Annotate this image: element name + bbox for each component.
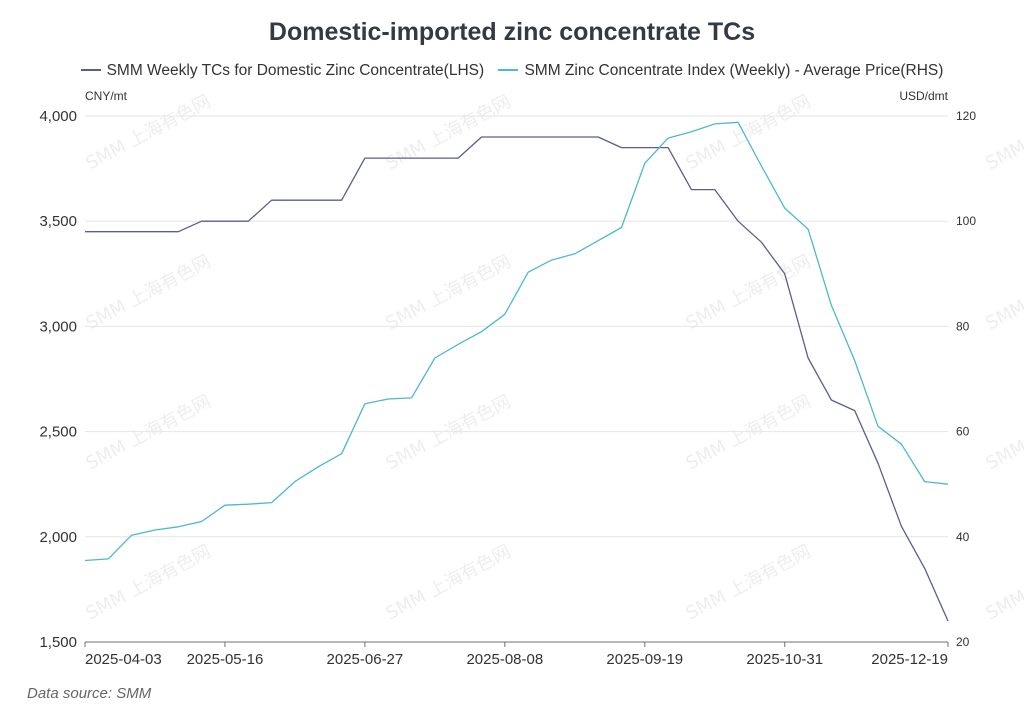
series-line-index-price[interactable] <box>84 121 949 562</box>
y-right-tick-label: 60 <box>956 425 970 439</box>
y-right-tick-label: 100 <box>956 214 976 228</box>
watermark-text: SMM 上海有色网 <box>982 91 1024 174</box>
y-right-tick-label: 20 <box>956 635 970 649</box>
series-line-domestic-tc[interactable] <box>85 136 949 622</box>
y-left-tick-label: 3,500 <box>39 213 77 230</box>
y-left-tick-label: 2,500 <box>39 424 77 441</box>
x-tick-label: 2025-12-19 <box>871 651 948 668</box>
legend-swatch-index-price <box>498 68 519 71</box>
watermark-text: SMM 上海有色网 <box>982 251 1024 334</box>
watermark-text: SMM 上海有色网 <box>982 541 1024 624</box>
legend-item-index-price[interactable]: SMM Zinc Concentrate Index (Weekly) - Av… <box>498 62 943 80</box>
x-tick-label: 2025-06-27 <box>327 651 404 668</box>
watermark-text: SMM 上海有色网 <box>682 541 814 624</box>
watermark-text: SMM 上海有色网 <box>382 541 514 624</box>
y-right-tick-label: 80 <box>956 319 970 333</box>
x-tick-label: 2025-05-16 <box>187 651 264 668</box>
grid-layer <box>85 115 948 538</box>
y-right-tick-label: 120 <box>956 109 976 123</box>
x-tick-label: 2025-08-08 <box>466 651 543 668</box>
x-tick-label: 2025-04-03 <box>85 651 162 668</box>
y-left-tick-label: 4,000 <box>39 108 77 125</box>
y-right-tick-label: 40 <box>956 530 970 544</box>
watermark-text: SMM 上海有色网 <box>82 251 214 334</box>
y-right-unit-label: USD/dmt <box>899 89 948 103</box>
series-layer <box>84 121 949 622</box>
chart-legend: SMM Weekly TCs for Domestic Zinc Concent… <box>0 62 1024 80</box>
y-left-tick-label: 1,500 <box>39 634 77 651</box>
watermark-text: SMM 上海有色网 <box>82 391 214 474</box>
watermark-text: SMM 上海有色网 <box>82 91 214 174</box>
watermark-text: SMM 上海有色网 <box>382 91 514 174</box>
x-tick-label: 2025-10-31 <box>746 651 823 668</box>
x-tick-label: 2025-09-19 <box>606 651 683 668</box>
axes-layer: 1,500 2,000 2,500 3,000 3,500 4,000 20 40 60 80 10… <box>39 89 976 668</box>
watermark-text: SMM 上海有色网 <box>82 541 214 624</box>
y-left-tick-label: 3,000 <box>39 318 77 335</box>
watermark-layer: SMM 上海有色网 SMM 上海有色网 SMM 上海有色网 SMM 上海有色网 SMM … <box>82 91 1024 624</box>
legend-item-domestic-tc[interactable]: SMM Weekly TCs for Domestic Zinc Concent… <box>80 62 485 80</box>
legend-swatch-domestic-tc <box>80 68 101 71</box>
watermark-text: SMM 上海有色网 <box>982 391 1024 474</box>
watermark-text: SMM 上海有色网 <box>682 91 814 174</box>
watermark-text: SMM 上海有色网 <box>382 391 514 474</box>
watermark-text: SMM 上海有色网 <box>682 251 814 334</box>
legend-label-domestic-tc: SMM Weekly TCs for Domestic Zinc Concent… <box>106 62 485 79</box>
chart-title: Domestic-imported zinc concentrate TCs <box>268 18 756 46</box>
y-left-tick-label: 2,000 <box>39 529 77 546</box>
watermark-text: SMM 上海有色网 <box>682 391 814 474</box>
data-source-note: Data source: SMM <box>27 685 152 702</box>
y-left-unit-label: CNY/mt <box>85 89 128 103</box>
legend-label-index-price: SMM Zinc Concentrate Index (Weekly) - Av… <box>524 62 944 79</box>
